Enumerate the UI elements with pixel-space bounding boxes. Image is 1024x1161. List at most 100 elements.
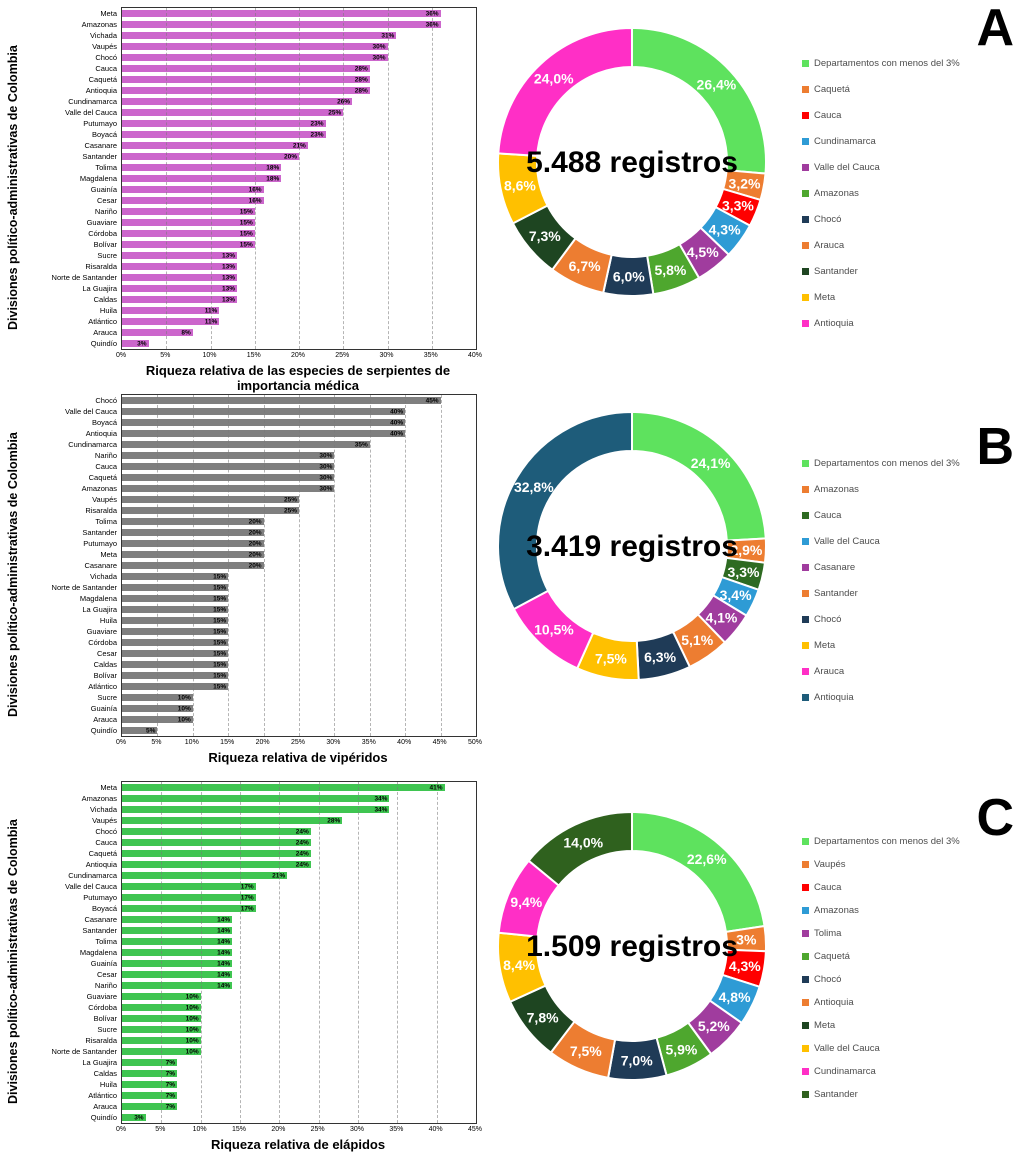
donut-chart: 26,4% 3,2% 3,3% 4,3% 4,5%5,8% 6,0% 6,7% 7,3% 8,6…: [497, 27, 767, 297]
donut-slice: [631, 811, 766, 933]
category-labels: Meta Amazonas Vichada Vaupés Chocó Cauca Caque…: [26, 7, 121, 350]
category-labels: Chocó Valle del Cauca Boyacá Antioquia Cundi…: [26, 394, 121, 737]
bar-value-label: 28%: [327, 817, 341, 824]
legend-item: Caquetá: [802, 951, 1024, 962]
bar-category-label: Cauca: [95, 838, 117, 847]
panel-c: Divisiones político-administrativas de C…: [0, 774, 1024, 1161]
gridline: [210, 8, 212, 349]
bar-value-label: 25%: [283, 496, 297, 503]
bar-row: 10%: [122, 1024, 476, 1035]
donut-slice-label: 3,3%: [728, 564, 760, 580]
legend-swatch: [802, 694, 809, 701]
donut-chart-block-c: 22,6% 3% 4,3% 4,8% 5,2% 5,9% 7,0% 7,5% 7,8% 8,4% 9…: [478, 774, 786, 1092]
bar-chart-b: Chocó Valle del Cauca Boyacá Antioquia Cundi…: [26, 394, 482, 765]
panel-b: Divisiones político-administrativas de C…: [0, 387, 1024, 774]
bar-category-label: Bolívar: [93, 240, 117, 249]
bar: 14%: [122, 916, 233, 923]
gridline: [343, 8, 345, 349]
x-axis-tick: 20%: [290, 352, 306, 359]
bar-value-label: 15%: [239, 241, 253, 248]
bar-category-label: Vaupés: [92, 495, 117, 504]
bar-row: 7%: [122, 1068, 476, 1079]
y-axis-title: Divisiones político-administrativas de C…: [6, 45, 20, 330]
bar-row: 28%: [122, 74, 476, 85]
bar: 28%: [122, 65, 370, 72]
bar-category-label: Quindío: [90, 339, 117, 348]
legend-swatch: [802, 564, 809, 571]
legend-label: Meta: [814, 640, 836, 651]
bar-category-label: Risaralda: [85, 506, 117, 515]
bar-value-label: 30%: [372, 43, 386, 50]
x-axis-tick: 25%: [290, 739, 306, 746]
x-axis-tick: 0%: [115, 739, 127, 746]
legend-label: Caquetá: [814, 950, 850, 962]
legend-swatch: [802, 952, 809, 960]
legend-label: Amazonas: [814, 188, 859, 199]
legend-item: Santander: [802, 1089, 1024, 1100]
bar: 15%: [122, 628, 229, 635]
donut-slice-label: 4,3%: [709, 221, 741, 237]
bar-value-label: 13%: [222, 263, 236, 270]
legend-swatch: [802, 216, 809, 223]
legend-label: Valle del Cauca: [814, 1042, 880, 1054]
legend-label: Arauca: [814, 240, 845, 251]
bar-chart-body: Meta Amazonas Vichada Vaupés Chocó Cauca Caque…: [26, 781, 477, 1124]
legend-swatch: [802, 929, 809, 937]
bar-value-label: 45%: [425, 397, 439, 404]
x-axis-ticks: 0% 5% 10% 15% 20% 25% 30% 35% 40%: [116, 350, 482, 361]
bar-row: 34%: [122, 804, 476, 815]
legend-swatch: [802, 616, 809, 623]
bar-value-label: 41%: [429, 784, 443, 791]
gridline: [397, 782, 399, 1123]
bar-category-label: Vaupés: [92, 42, 117, 51]
bar-category-label: Arauca: [93, 1102, 117, 1111]
bar-category-label: Valle del Cauca: [65, 407, 117, 416]
bar: 8%: [122, 329, 193, 336]
legend-swatch: [802, 837, 809, 845]
donut-slice-label: 26,4%: [697, 77, 737, 93]
bar-category-label: La Guajira: [82, 605, 117, 614]
legend-item: Amazonas: [802, 905, 1024, 916]
gridline: [318, 782, 320, 1123]
bar-row: 17%: [122, 892, 476, 903]
bar-category-label: Antioquia: [85, 860, 117, 869]
bar-chart-body: Meta Amazonas Vichada Vaupés Chocó Cauca Caque…: [26, 7, 477, 350]
x-axis-tick: 40%: [397, 739, 412, 746]
bar: 15%: [122, 606, 229, 613]
bar: 13%: [122, 252, 238, 259]
legend-item: Santander: [802, 266, 1024, 277]
y-axis-title: Divisiones político-administrativas de C…: [6, 432, 20, 717]
legend-item: Cundinamarca: [802, 136, 1024, 147]
legend-item: Chocó: [802, 214, 1024, 225]
legend-label: Cauca: [814, 881, 842, 893]
bar-category-label: Vaupés: [92, 816, 117, 825]
donut-slice-label: 22,6%: [687, 851, 727, 867]
bar-row: 10%: [122, 1002, 476, 1013]
bar-value-label: 14%: [217, 949, 231, 956]
bar-category-label: Casanare: [84, 561, 117, 570]
gridline: [299, 8, 300, 349]
donut-slice-label: 7,8%: [527, 1010, 559, 1026]
bar-category-label: Risaralda: [85, 1036, 117, 1045]
bar-value-label: 18%: [266, 164, 280, 171]
bar-row: 13%: [122, 294, 476, 305]
x-axis-tick: 30%: [349, 1126, 365, 1133]
bar-category-label: Magdalena: [79, 948, 117, 957]
x-axis-tick: 35%: [389, 1126, 404, 1133]
bar: 14%: [122, 971, 233, 978]
bar-value-label: 15%: [239, 208, 253, 215]
bar: 41%: [122, 784, 445, 791]
donut-slice-label: 10,5%: [534, 622, 574, 638]
bar-value-label: 15%: [213, 617, 227, 624]
bar-category-label: Atlántico: [88, 682, 117, 691]
bar-category-label: Huila: [99, 306, 117, 315]
legend-swatch: [802, 906, 809, 914]
bar-value-label: 14%: [217, 982, 231, 989]
bar-category-label: Chocó: [95, 396, 117, 405]
bar-category-label: Santander: [82, 926, 117, 935]
bar-category-label: Norte de Santander: [51, 583, 117, 592]
bar: 18%: [122, 164, 282, 171]
bar-row: 45%: [122, 395, 476, 406]
x-axis-tick: 40%: [467, 352, 483, 359]
